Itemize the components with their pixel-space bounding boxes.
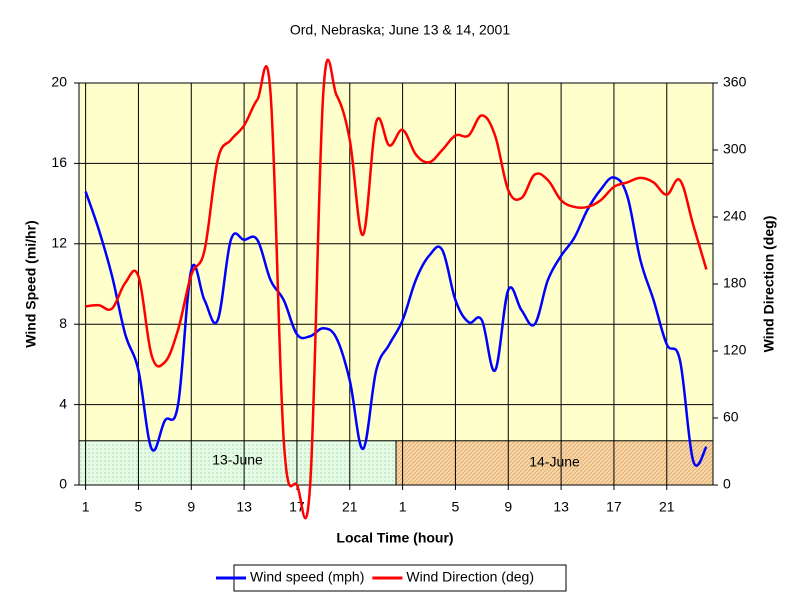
y2-tick-label: 240 [723,208,747,224]
day-box [78,440,397,486]
y2-tick-label: 0 [723,476,731,492]
plot-area [79,83,713,485]
y2-tick-label: 180 [723,275,747,291]
chart-title: Ord, Nebraska; June 13 & 14, 2001 [290,22,510,38]
y-tick-label: 0 [59,476,67,492]
legend-label: Wind Direction (deg) [406,569,534,585]
x-tick-label: 9 [504,499,512,515]
x-tick-label: 9 [187,499,195,515]
day-label: 13-June [212,451,263,467]
y2-tick-label: 120 [723,342,747,358]
x-tick-label: 5 [452,499,460,515]
y2-axis-label: Wind Direction (deg) [761,216,777,353]
y-tick-label: 16 [51,154,67,170]
y-tick-label: 12 [51,235,67,251]
y2-tick-label: 360 [723,74,747,90]
day-box [395,440,714,486]
x-tick-label: 5 [135,499,143,515]
y-axis-label: Wind Speed (mi/hr) [23,220,39,347]
day-label: 14-June [529,453,580,469]
y-tick-label: 8 [59,315,67,331]
x-tick-label: 17 [606,499,622,515]
x-tick-label: 1 [82,499,90,515]
y-tick-label: 20 [51,74,67,90]
x-tick-label: 13 [553,499,569,515]
legend-label: Wind speed (mph) [250,569,364,585]
y2-tick-label: 300 [723,141,747,157]
series-line [84,176,708,467]
plot-border [78,82,714,486]
x-tick-label: 13 [236,499,252,515]
y-tick-label: 4 [59,395,67,411]
x-tick-label: 21 [659,499,675,515]
series-line [85,58,708,520]
y2-tick-label: 60 [723,409,739,425]
x-axis-label: Local Time (hour) [336,530,453,546]
x-tick-label: 1 [399,499,407,515]
x-tick-label: 21 [342,499,358,515]
